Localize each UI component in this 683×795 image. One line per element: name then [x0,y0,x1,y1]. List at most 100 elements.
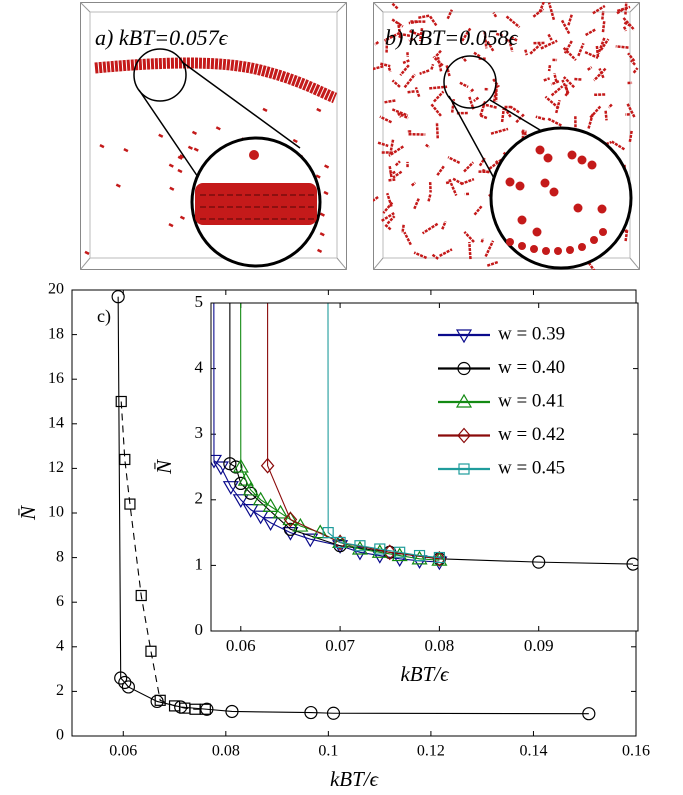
particle [408,20,419,25]
particle [417,14,430,20]
x-tick-label: 0.16 [622,743,650,760]
particle [179,154,185,159]
particle [459,81,469,88]
marker [582,707,596,721]
particle [386,215,396,225]
marker [262,498,279,512]
particle [460,177,475,186]
marker [304,705,318,720]
particle [191,130,198,135]
particle [431,253,440,261]
particle [429,15,438,27]
particle [115,183,121,188]
particle [482,102,497,109]
particle [323,190,329,196]
y-axis-label: N̄ [152,459,176,475]
series-line [120,401,206,710]
particle [319,212,325,217]
particle [383,31,401,42]
marker [212,461,229,476]
particle [391,2,399,10]
particle [324,164,330,169]
legend-label: w = 0.39 [498,323,565,344]
particle [486,260,499,268]
particle [587,113,595,129]
particle [401,224,405,234]
particle [123,147,129,153]
particle [177,155,183,160]
marker [199,703,211,715]
marker [333,534,347,551]
particle [547,33,553,41]
particle [430,63,435,70]
particle [492,12,498,18]
particle [611,140,626,151]
y-tick-label: 10 [48,504,64,521]
marker [121,680,135,694]
series-line [117,296,589,715]
x-tick-label: 0.1 [318,743,338,760]
marker [292,517,309,532]
particle [450,99,456,113]
marker [532,555,546,569]
marker [229,460,243,474]
particle [382,201,394,214]
marker [154,694,166,706]
particle [567,14,573,27]
marker [237,471,254,486]
y-tick-label: 0 [195,620,204,639]
y-tick-label: 20 [48,281,64,298]
y-tick-label: 6 [56,593,64,610]
particle [577,42,585,57]
particle [598,68,605,79]
particle [484,240,495,258]
particle [547,2,556,21]
particle [407,90,415,94]
particle [624,229,629,242]
y-tick-label: 12 [48,459,64,476]
particle [473,205,483,216]
particle [632,67,639,74]
particle [483,31,488,49]
series-line [327,303,440,559]
particle [316,107,322,113]
particle [389,170,396,176]
particle [505,38,511,43]
y-tick-label: 0 [56,727,64,744]
particle [387,67,392,73]
marker [455,393,473,408]
y-tick-label: 4 [56,637,64,654]
particle [622,26,628,32]
particle [561,79,570,94]
marker [283,511,298,528]
marker [455,329,473,344]
particle [391,108,409,117]
series-line [213,303,440,563]
particle [616,8,624,15]
particle [419,69,430,75]
particle [414,86,421,98]
particle [374,41,380,46]
y-tick-label: 5 [195,292,204,311]
particle [509,35,518,42]
marker [302,533,319,548]
particle [436,165,445,177]
particle [262,107,268,113]
particle [562,47,577,61]
marker [374,543,386,555]
marker [626,557,638,571]
marker [432,550,447,567]
marker [262,517,279,531]
particle [445,65,451,78]
particle [480,237,485,243]
particle [434,49,442,58]
particle [403,73,416,89]
particle [481,168,491,174]
particle [319,232,325,237]
marker [457,427,471,444]
particle [399,64,410,77]
marker [111,290,125,304]
legend-label: w = 0.40 [498,357,565,378]
particle [601,21,606,33]
x-tick-label: 0.07 [325,636,355,655]
